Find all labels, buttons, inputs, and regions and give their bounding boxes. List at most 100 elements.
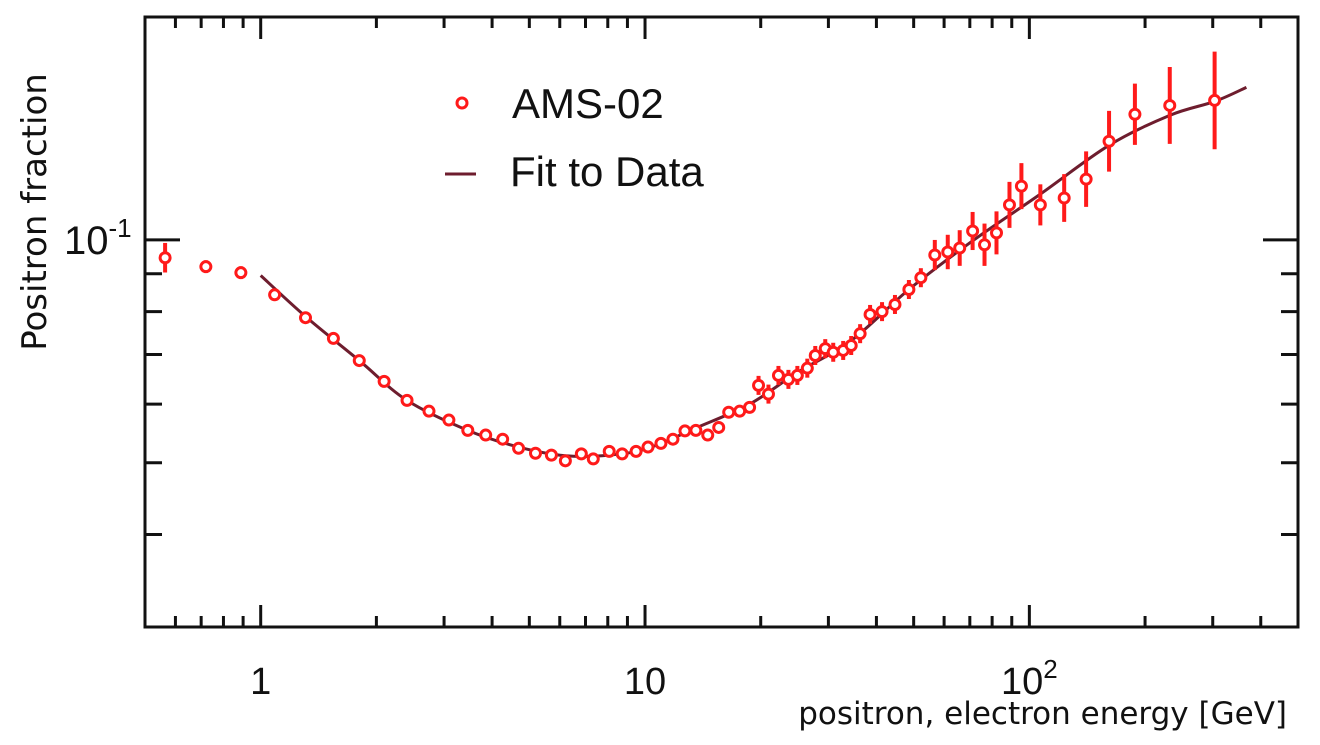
axis-ticks bbox=[143, 15, 1300, 629]
data-marker bbox=[678, 424, 692, 438]
data-point bbox=[496, 432, 510, 446]
data-marker bbox=[914, 271, 928, 285]
data-point bbox=[1014, 163, 1028, 210]
data-point bbox=[400, 393, 414, 407]
data-point bbox=[422, 404, 436, 418]
data-point bbox=[863, 304, 877, 324]
data-marker bbox=[1002, 198, 1016, 212]
data-marker bbox=[722, 405, 736, 419]
data-marker bbox=[496, 432, 510, 446]
data-marker bbox=[752, 378, 766, 392]
data-point bbox=[442, 413, 456, 427]
data-marker bbox=[928, 248, 942, 262]
data-point bbox=[326, 331, 340, 345]
data-point bbox=[808, 345, 822, 365]
data-marker bbox=[442, 413, 456, 427]
data-marker bbox=[941, 245, 955, 259]
data-marker bbox=[990, 226, 1004, 240]
data-marker bbox=[1163, 98, 1177, 112]
data-point bbox=[953, 230, 967, 266]
data-marker bbox=[826, 345, 840, 359]
y-tick-label-base: 10 bbox=[64, 219, 109, 263]
data-point bbox=[641, 440, 655, 454]
data-point bbox=[844, 335, 858, 356]
data-point bbox=[888, 294, 902, 314]
data-point bbox=[602, 444, 616, 458]
data-point bbox=[574, 447, 588, 461]
data-point bbox=[615, 447, 629, 461]
legend-label-fit: Fit to Data bbox=[510, 148, 704, 195]
data-point bbox=[544, 448, 558, 462]
data-marker bbox=[1014, 179, 1028, 193]
data-marker bbox=[629, 444, 643, 458]
data-point bbox=[761, 384, 775, 404]
data-point bbox=[712, 420, 726, 434]
data-point bbox=[722, 405, 736, 419]
data-marker bbox=[701, 428, 715, 442]
data-point bbox=[528, 446, 542, 460]
data-marker bbox=[1057, 191, 1071, 205]
x-tick-label: 1 bbox=[250, 661, 271, 703]
y-tick-label-exponent: -1 bbox=[109, 213, 132, 243]
data-marker bbox=[422, 404, 436, 418]
data-marker bbox=[1079, 172, 1093, 186]
data-point bbox=[902, 279, 916, 299]
data-marker bbox=[528, 446, 542, 460]
data-marker bbox=[666, 432, 680, 446]
data-marker bbox=[574, 447, 588, 461]
data-point bbox=[352, 354, 366, 368]
data-marker bbox=[479, 428, 493, 442]
data-marker bbox=[234, 266, 248, 280]
data-point bbox=[1033, 184, 1047, 226]
data-marker bbox=[586, 452, 600, 466]
data-point bbox=[1102, 110, 1116, 172]
data-point bbox=[654, 436, 668, 450]
data-point bbox=[966, 211, 980, 251]
data-marker bbox=[352, 354, 366, 368]
data-marker bbox=[800, 361, 814, 375]
data-marker bbox=[743, 400, 757, 414]
x-tick-label-base: 10 bbox=[624, 661, 666, 703]
legend-marker-ams02 bbox=[455, 96, 469, 110]
data-marker bbox=[790, 368, 804, 382]
data-point bbox=[558, 454, 572, 468]
data-marker bbox=[978, 238, 992, 252]
legend: AMS-02 Fit to Data bbox=[445, 80, 704, 195]
data-marker bbox=[853, 327, 867, 341]
data-point bbox=[914, 268, 928, 288]
data-point bbox=[199, 260, 213, 274]
data-point bbox=[479, 428, 493, 442]
data-marker bbox=[158, 251, 172, 265]
y-tick-labels: 10-1 bbox=[64, 213, 132, 263]
data-point bbox=[752, 375, 766, 395]
data-point bbox=[790, 365, 804, 385]
data-marker bbox=[512, 441, 526, 455]
data-point bbox=[1208, 51, 1222, 150]
data-marker bbox=[558, 454, 572, 468]
data-point bbox=[1079, 151, 1093, 207]
data-marker bbox=[268, 288, 282, 302]
data-point bbox=[586, 452, 600, 466]
data-marker bbox=[875, 305, 889, 319]
legend-label-ams02: AMS-02 bbox=[512, 80, 664, 127]
data-marker bbox=[400, 393, 414, 407]
data-marker bbox=[1033, 198, 1047, 212]
x-axis-label: positron, electron energy [GeV] bbox=[798, 696, 1287, 732]
data-point bbox=[875, 302, 889, 322]
data-marker bbox=[602, 444, 616, 458]
data-marker bbox=[615, 447, 629, 461]
x-tick-label-base: 1 bbox=[250, 661, 271, 703]
data-point bbox=[1057, 174, 1071, 222]
data-point bbox=[853, 324, 867, 344]
x-tick-label: 10 bbox=[624, 661, 666, 703]
x-tick-label-base: 10 bbox=[1001, 661, 1043, 703]
data-marker bbox=[1128, 107, 1142, 121]
data-point bbox=[268, 288, 282, 302]
data-marker bbox=[844, 339, 858, 353]
data-point bbox=[678, 424, 692, 438]
x-tick-labels: 1 10 102 bbox=[250, 654, 1058, 703]
data-point bbox=[800, 358, 814, 378]
data-point bbox=[377, 374, 391, 388]
data-point bbox=[666, 432, 680, 446]
data-marker bbox=[377, 374, 391, 388]
